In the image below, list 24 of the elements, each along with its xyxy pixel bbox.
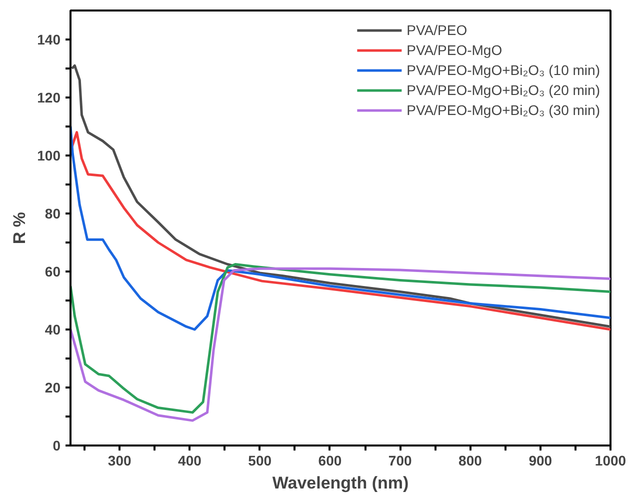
legend-label: PVA/PEO-MgO xyxy=(406,42,502,58)
y-axis-title: R % xyxy=(10,212,30,244)
y-tick-label: 40 xyxy=(44,322,61,338)
line-series xyxy=(70,64,610,328)
y-tick-label: 100 xyxy=(37,148,61,164)
legend-label: PVA/PEO-MgO+Bi₂O₃ (20 min) xyxy=(406,82,600,98)
x-tick-label: 400 xyxy=(178,452,202,468)
legend-label: PVA/PEO-MgO+Bi₂O₃ (30 min) xyxy=(406,102,600,118)
y-tick-label: 80 xyxy=(44,206,61,222)
x-tick-label: 600 xyxy=(318,452,342,468)
y-tick-label: 60 xyxy=(44,264,61,280)
y-tick-label: 0 xyxy=(52,438,61,454)
legend-label: PVA/PEO xyxy=(406,22,468,38)
x-tick-label: 700 xyxy=(388,452,412,468)
legend-label: PVA/PEO-MgO+Bi₂O₃ (10 min) xyxy=(406,62,600,78)
x-tick-label: 900 xyxy=(528,452,552,468)
x-tick-label: 800 xyxy=(458,452,482,468)
y-tick-label: 20 xyxy=(44,380,61,396)
y-tick-label: 140 xyxy=(37,32,61,48)
x-axis-title: Wavelength (nm) xyxy=(272,474,409,492)
y-tick-label: 120 xyxy=(37,90,61,106)
x-tick-label: 300 xyxy=(108,452,132,468)
x-tick-label: 1000 xyxy=(594,452,626,468)
x-tick-label: 500 xyxy=(248,452,272,468)
